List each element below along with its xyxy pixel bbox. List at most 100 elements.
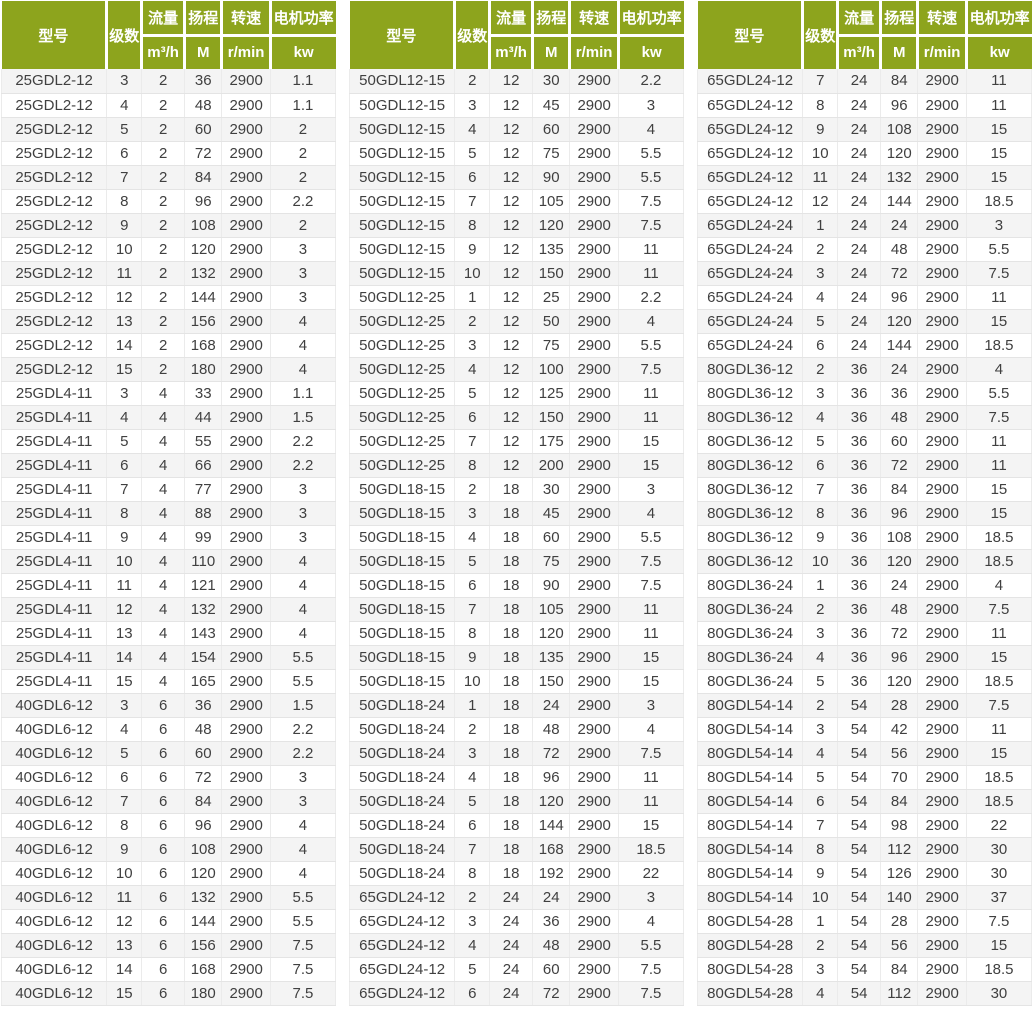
cell-model: 40GDL6-12 [0,741,108,766]
cell-stages: 1 [802,213,839,238]
cell-flow: 18 [489,525,534,550]
cell-speed: 2900 [569,957,619,982]
cell-flow: 6 [141,933,186,958]
cell-speed: 2900 [221,141,271,166]
cell-model: 25GDL2-12 [0,93,108,118]
cell-flow: 6 [141,717,186,742]
cell-model: 25GDL4-11 [0,501,108,526]
cell-head: 66 [184,453,223,478]
cell-flow: 12 [489,333,534,358]
cell-model: 25GDL2-12 [0,69,108,94]
cell-speed: 2900 [917,885,967,910]
table-row: 50GDL12-15 5 12 75 2900 5.5 [348,141,685,166]
cell-head: 56 [880,933,919,958]
cell-stages: 4 [454,765,491,790]
cell-speed: 2900 [221,213,271,238]
cell-speed: 2900 [221,933,271,958]
cell-head: 56 [880,741,919,766]
cell-power: 11 [966,717,1032,742]
col-header-stages: 级数 [454,1,492,69]
cell-speed: 2900 [221,981,271,1006]
table-row: 50GDL18-24 4 18 96 2900 11 [348,765,685,790]
cell-stages: 5 [454,141,491,166]
table-row: 25GDL2-12 13 2 156 2900 4 [0,309,337,334]
cell-stages: 2 [454,717,491,742]
cell-head: 72 [532,981,571,1006]
cell-head: 120 [880,309,919,334]
cell-stages: 8 [106,813,143,838]
cell-head: 50 [532,309,571,334]
cell-model: 80GDL54-28 [696,909,804,934]
cell-head: 140 [880,885,919,910]
cell-speed: 2900 [221,285,271,310]
cell-power: 15 [618,429,685,454]
cell-flow: 54 [837,885,882,910]
cell-model: 65GDL24-12 [696,189,804,214]
cell-power: 7.5 [618,741,685,766]
cell-speed: 2900 [569,909,619,934]
cell-model: 25GDL2-12 [0,165,108,190]
cell-head: 121 [184,573,223,598]
col-header-power: 电机功率 [270,1,336,37]
cell-power: 18.5 [966,189,1032,214]
cell-stages: 10 [106,861,143,886]
cell-flow: 6 [141,957,186,982]
cell-model: 50GDL12-25 [348,309,456,334]
cell-stages: 4 [106,405,143,430]
cell-power: 5.5 [270,669,337,694]
cell-model: 80GDL54-14 [696,813,804,838]
table-row: 50GDL18-15 3 18 45 2900 4 [348,501,685,526]
cell-stages: 14 [106,645,143,670]
cell-power: 2.2 [270,429,337,454]
cell-power: 18.5 [966,957,1032,982]
cell-head: 45 [532,501,571,526]
table-row: 25GDL2-12 9 2 108 2900 2 [0,213,337,238]
table-row: 80GDL36-12 3 36 36 2900 5.5 [696,381,1032,406]
cell-power: 7.5 [270,957,337,982]
cell-power: 2 [270,141,337,166]
cell-model: 25GDL2-12 [0,141,108,166]
cell-stages: 15 [106,357,143,382]
cell-model: 65GDL24-12 [348,885,456,910]
cell-power: 15 [618,453,685,478]
cell-model: 50GDL18-15 [348,669,456,694]
cell-head: 200 [532,453,571,478]
cell-stages: 9 [454,237,491,262]
cell-head: 150 [532,669,571,694]
cell-power: 15 [966,477,1032,502]
cell-flow: 36 [837,429,882,454]
cell-head: 96 [880,285,919,310]
cell-model: 80GDL36-12 [696,549,804,574]
cell-flow: 36 [837,477,882,502]
cell-power: 2 [270,165,337,190]
cell-model: 40GDL6-12 [0,813,108,838]
cell-flow: 36 [837,597,882,622]
cell-head: 84 [880,957,919,982]
cell-flow: 2 [141,93,186,118]
cell-power: 7.5 [966,693,1032,718]
cell-speed: 2900 [221,261,271,286]
cell-power: 18.5 [966,549,1032,574]
cell-model: 80GDL54-14 [696,789,804,814]
cell-flow: 12 [489,213,534,238]
cell-flow: 12 [489,357,534,382]
col-header-speed-unit: r/min [569,35,620,69]
cell-power: 11 [618,621,685,646]
cell-flow: 4 [141,477,186,502]
cell-head: 120 [880,141,919,166]
cell-speed: 2900 [917,93,967,118]
cell-stages: 6 [802,789,839,814]
table-row: 25GDL2-12 14 2 168 2900 4 [0,333,337,358]
cell-speed: 2900 [917,285,967,310]
cell-model: 50GDL12-15 [348,69,456,94]
cell-head: 33 [184,381,223,406]
col-header-power: 电机功率 [966,1,1032,37]
cell-flow: 18 [489,573,534,598]
cell-head: 144 [880,333,919,358]
cell-speed: 2900 [569,309,619,334]
cell-flow: 2 [141,309,186,334]
cell-model: 25GDL2-12 [0,189,108,214]
table-row: 80GDL54-14 9 54 126 2900 30 [696,861,1032,886]
cell-power: 2.2 [618,285,685,310]
cell-flow: 18 [489,645,534,670]
